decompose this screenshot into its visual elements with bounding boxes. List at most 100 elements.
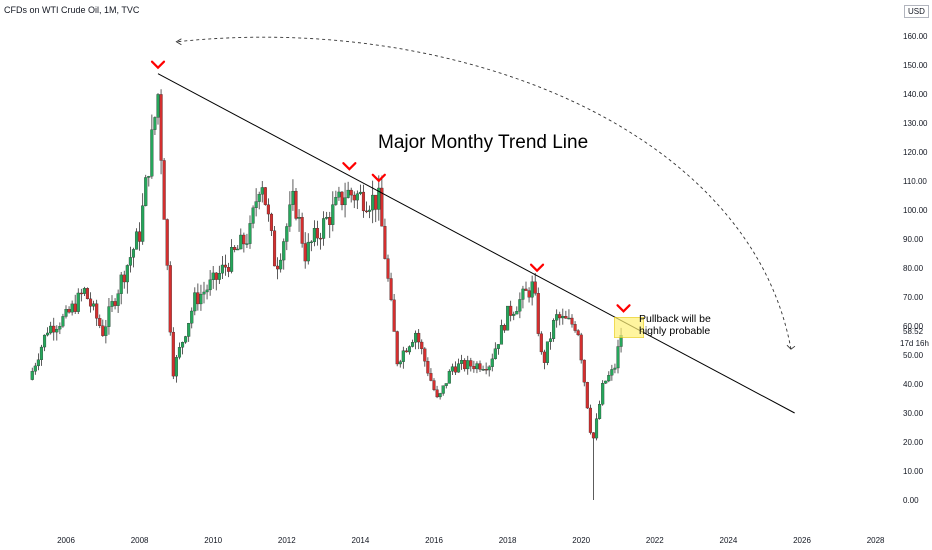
candle-body (79, 292, 83, 295)
candle-body (598, 404, 602, 419)
candle-body (435, 389, 439, 398)
peak-marker (616, 304, 631, 313)
candle-body (67, 309, 71, 313)
y-tick-label: 110.00 (903, 177, 927, 186)
candle-body (478, 363, 482, 370)
candle-body (107, 306, 111, 327)
candle-body (343, 197, 347, 206)
candle-body (220, 264, 224, 274)
candle-body (174, 357, 178, 377)
candle-body (417, 332, 421, 343)
candle-body (325, 217, 329, 219)
candle-body (223, 264, 228, 268)
candle-body (180, 342, 185, 348)
candle-body (484, 369, 488, 371)
candle-body (39, 346, 44, 360)
candle-body (582, 359, 586, 383)
candle-body (490, 358, 494, 367)
candle-body (364, 210, 369, 213)
candle-body (392, 299, 396, 332)
candle-body (524, 288, 528, 291)
peak-marker (150, 60, 166, 70)
candle-body (349, 189, 353, 196)
candle-body (555, 314, 559, 321)
trend-line (157, 73, 795, 414)
candle-body (447, 371, 451, 384)
candle-body (153, 117, 157, 130)
candle-body (300, 217, 304, 244)
candle-body (453, 366, 458, 373)
candle-body (116, 293, 120, 306)
candle-body (386, 258, 390, 279)
candle-body (545, 341, 550, 363)
candle-body (184, 336, 188, 343)
candle-body (426, 361, 430, 374)
highlight-zone (614, 317, 645, 338)
x-tick-label: 2026 (793, 536, 811, 545)
candle-body (328, 217, 332, 225)
candle-body (141, 205, 145, 242)
candle-body (438, 393, 442, 398)
x-tick-label: 2012 (278, 536, 296, 545)
candle-body (110, 301, 114, 307)
candle-body (177, 347, 182, 358)
candle-body (187, 323, 191, 337)
candle-body (95, 303, 99, 319)
y-tick-label: 80.00 (903, 264, 924, 273)
time-axis[interactable]: 2006 2008 2010 2012 2014 2016 2018 2020 2022 2024… (57, 536, 885, 545)
candle-body (162, 160, 166, 220)
candle-body (539, 333, 543, 353)
note-line-2: highly probable (639, 325, 710, 337)
candle-body (610, 369, 614, 376)
candle-body (530, 281, 534, 298)
candle-body (361, 191, 366, 212)
candle-body (150, 129, 154, 177)
candle-body (61, 316, 65, 327)
candle-body (294, 190, 298, 219)
candle-body (567, 317, 571, 320)
note-line-1: Pullback will be (639, 313, 711, 325)
y-tick-label: 120.00 (903, 148, 928, 157)
candle-body (432, 380, 436, 390)
candle-body (469, 360, 473, 367)
y-tick-label: 130.00 (903, 119, 928, 128)
candle-body (52, 325, 56, 333)
x-tick-label: 2018 (499, 536, 517, 545)
candle-body (125, 265, 129, 283)
last-price-label: 58.52 (903, 327, 924, 336)
y-tick-label: 50.00 (903, 351, 924, 360)
candle-body (548, 338, 553, 342)
candle-body (395, 331, 399, 365)
candle-body (521, 288, 525, 300)
candle-body (604, 380, 608, 384)
candle-body (245, 243, 249, 245)
x-tick-label: 2016 (425, 536, 443, 545)
y-tick-label: 0.00 (903, 496, 919, 505)
candle-body (36, 359, 40, 367)
currency-badge[interactable]: USD (904, 5, 929, 18)
candle-body (429, 373, 433, 381)
candle-body (456, 363, 461, 373)
candle-body (414, 332, 418, 343)
candle-body (460, 360, 464, 364)
candle-body (276, 265, 280, 270)
candles-layer (30, 89, 623, 500)
candle-body (196, 292, 200, 305)
candle-body (441, 385, 445, 394)
candle-body (119, 274, 123, 294)
price-axis[interactable]: 0.00 10.00 20.00 30.00 40.00 50.00 60.00 70.00 8… (903, 32, 928, 505)
candle-body (558, 314, 562, 319)
candle-body (594, 418, 599, 439)
candle-body (318, 237, 323, 240)
candle-body (33, 365, 37, 372)
candle-body (585, 382, 589, 409)
candle-body (475, 363, 479, 370)
x-tick-label: 2024 (720, 536, 738, 545)
candle-body (55, 328, 59, 333)
candle-body (64, 309, 68, 317)
candle-body (85, 288, 90, 300)
candle-body (226, 267, 231, 272)
candle-body (509, 305, 513, 316)
candle-body (76, 292, 80, 312)
